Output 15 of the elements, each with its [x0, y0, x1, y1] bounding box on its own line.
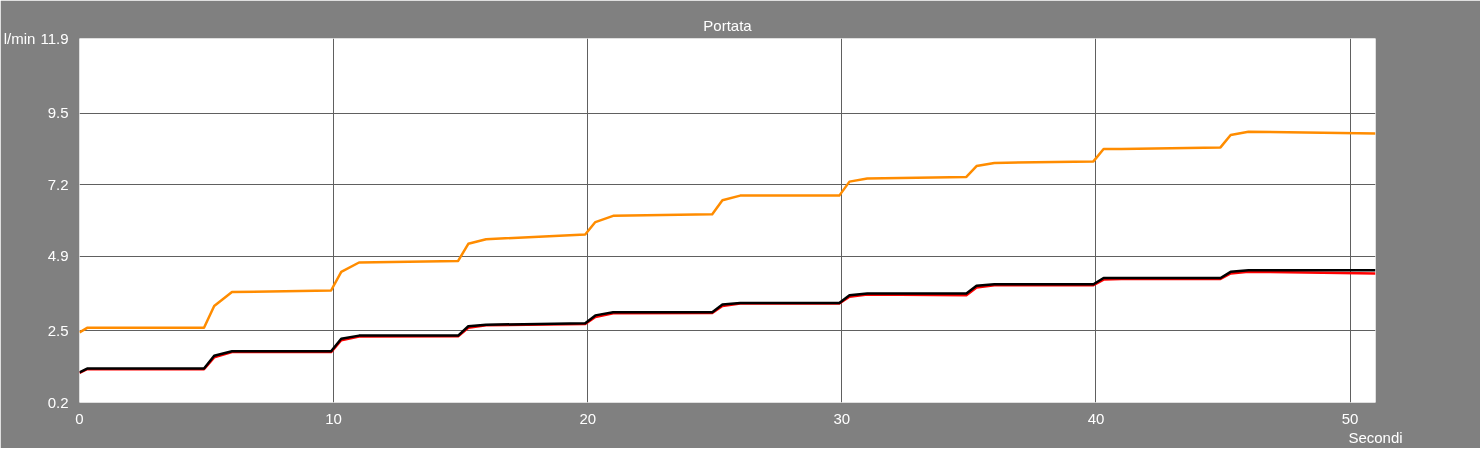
y-tick-label: 0.2: [47, 393, 69, 411]
x-tick-label: 0: [75, 409, 84, 427]
x-tick-label: 50: [1341, 409, 1359, 427]
y-axis-title: l/min: [3, 30, 36, 47]
y-tick-label: 9.5: [47, 104, 69, 122]
y-tick-label: 11.9: [40, 29, 69, 47]
x-tick-label: 20: [579, 409, 597, 427]
x-axis-title: Secondi: [1348, 428, 1403, 446]
x-tick-label: 40: [1087, 409, 1105, 427]
y-tick-label: 4.9: [47, 247, 69, 265]
y-tick-label: 2.5: [47, 321, 69, 339]
y-tick-label: 7.2: [47, 175, 69, 193]
x-tick-label: 10: [325, 409, 342, 427]
chart-title: Portata: [703, 16, 753, 34]
x-tick-label: 30: [833, 409, 851, 427]
